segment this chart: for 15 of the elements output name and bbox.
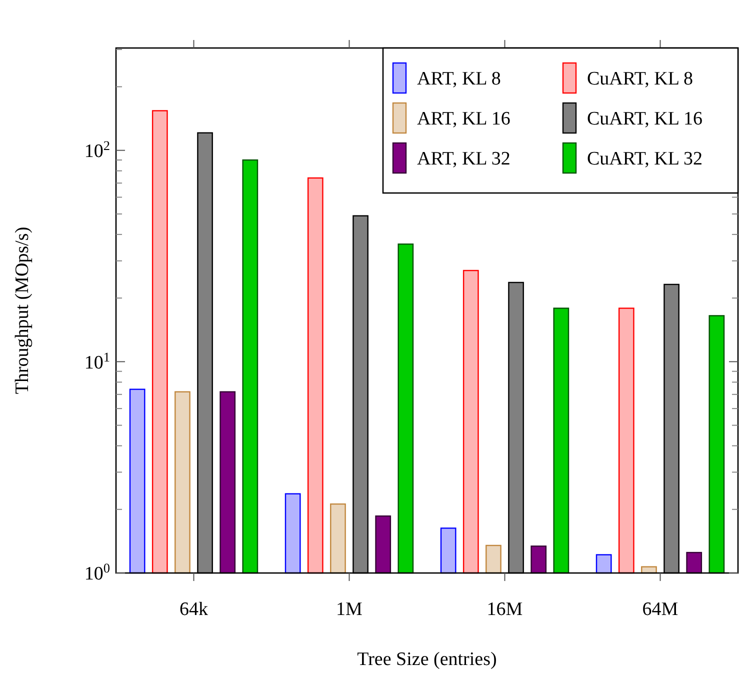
legend-label: CuART, KL 16 [587,108,702,130]
legend-label: ART, KL 16 [417,108,510,130]
y-axis-title: Throughput (MOps/s) [12,226,33,394]
legend-label: ART, KL 8 [417,68,501,90]
y-tick-label: 10$^{2}$ [84,137,110,162]
y-tick-label: 10$^{1}$ [84,348,110,374]
legend-label: CuART, KL 8 [587,68,693,90]
x-tick-label: 16M [486,599,523,620]
x-tick-label: 64k [180,599,208,620]
x-axis-title: Tree Size (entries) [357,649,497,670]
x-tick-label: 1M [336,599,363,620]
x-tick-label: 64M [642,599,678,620]
y-tick-label: 10$^{0}$ [84,560,110,585]
legend-label: ART, KL 32 [417,148,510,170]
legend-label: CuART, KL 32 [587,148,702,170]
